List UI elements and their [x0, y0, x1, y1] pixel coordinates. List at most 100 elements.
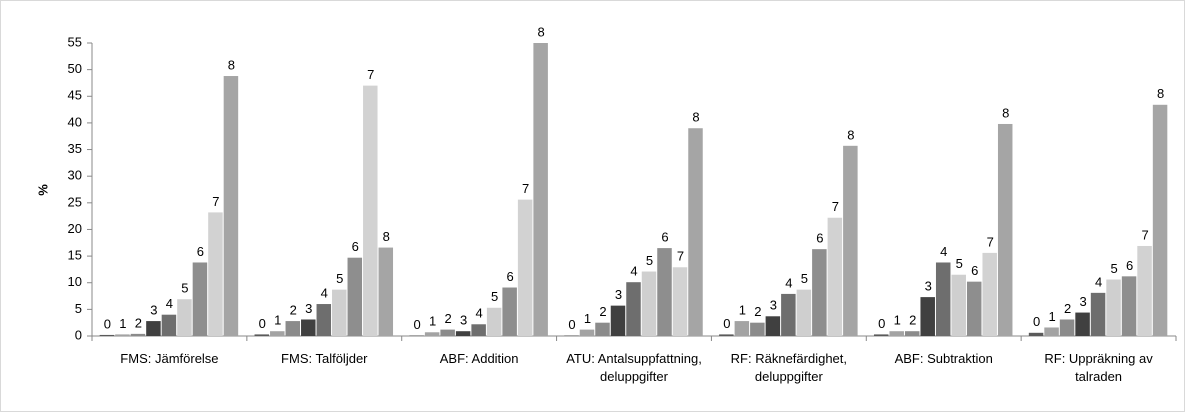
bar-label: 2 [754, 304, 761, 319]
y-tick-label: 30 [68, 168, 82, 183]
bar-label: 0 [1033, 314, 1040, 329]
bar [1137, 245, 1152, 336]
bar-label: 5 [1110, 261, 1117, 276]
bar [161, 314, 177, 336]
bar-label: 3 [460, 313, 467, 328]
bar [904, 331, 920, 336]
bar-label: 0 [414, 317, 421, 332]
bar [455, 331, 471, 336]
bar [533, 43, 548, 336]
bar-label: 7 [212, 194, 219, 209]
x-tick-label: ABF: Addition [439, 351, 519, 366]
bar [889, 331, 904, 336]
bar [332, 289, 347, 336]
bar [502, 287, 517, 336]
bar-label: 6 [816, 231, 823, 246]
bar-label: 8 [1157, 86, 1164, 101]
bar-label: 2 [1064, 301, 1071, 316]
bar-label: 4 [1095, 274, 1102, 289]
y-tick-label: 0 [75, 327, 82, 342]
bar-label: 4 [321, 285, 328, 300]
bar-label: 3 [150, 303, 157, 318]
bar [177, 299, 192, 336]
bar-label: 5 [801, 271, 808, 286]
bar-label: 1 [584, 311, 591, 326]
bar [517, 199, 533, 336]
bar [765, 316, 781, 336]
bar [130, 333, 146, 336]
bar [270, 331, 285, 336]
bar-label: 1 [894, 313, 901, 328]
bar-label: 8 [692, 110, 699, 125]
bar [1121, 276, 1137, 336]
y-tick-label: 15 [68, 248, 82, 263]
bar [1028, 332, 1044, 336]
y-tick-label: 50 [68, 61, 82, 76]
y-axis-label: % [35, 184, 50, 196]
x-tick-label: FMS: Jämförelse [120, 351, 219, 366]
bar-label: 7 [832, 199, 839, 214]
bar [579, 329, 595, 336]
bar [409, 335, 424, 336]
bar [378, 247, 394, 336]
x-tick-label: RF: Räknefärdighet, deluppgifter [730, 351, 848, 384]
bar [363, 85, 378, 336]
bar [951, 274, 966, 336]
bar-label: 4 [630, 264, 637, 279]
bar [796, 289, 812, 336]
bar [486, 307, 502, 336]
bar-label: 7 [522, 181, 529, 196]
bar-label: 6 [971, 263, 978, 278]
y-tick-label: 20 [68, 221, 82, 236]
bar [641, 271, 657, 336]
bar-label: 5 [181, 281, 188, 296]
bar [1106, 279, 1121, 336]
x-tick-label: ABF: Subtraktion [894, 351, 993, 366]
bar [750, 322, 765, 336]
bar-label: 7 [367, 67, 374, 82]
bar-label: 1 [739, 303, 746, 318]
bar [657, 248, 672, 336]
bar-label: 2 [135, 315, 142, 330]
bar [982, 252, 997, 336]
bar-label: 1 [274, 313, 281, 328]
bar [208, 212, 223, 336]
bar-label: 4 [476, 306, 483, 321]
bar [843, 145, 858, 336]
bar [99, 334, 115, 336]
bar [301, 319, 316, 336]
bar-label: 4 [940, 244, 947, 259]
bar-label: 1 [119, 316, 126, 331]
y-tick-label: 10 [68, 274, 82, 289]
bar [719, 334, 734, 336]
bar [873, 334, 889, 336]
bar [966, 281, 982, 336]
bar [254, 334, 270, 336]
y-tick-label: 55 [68, 34, 82, 49]
y-tick-label: 45 [68, 88, 82, 103]
bar-label: 0 [878, 316, 885, 331]
bar-label: 6 [352, 239, 359, 254]
x-tick-label: RF: Uppräkning av talraden [1044, 351, 1153, 384]
bar-label: 4 [166, 296, 173, 311]
bar [440, 329, 455, 336]
bar-label: 1 [1048, 309, 1055, 324]
bar-label: 7 [987, 234, 994, 249]
bar [285, 321, 301, 336]
bar-label: 6 [197, 244, 204, 259]
bar [935, 262, 951, 336]
bar-label: 0 [723, 316, 730, 331]
bar [688, 128, 703, 336]
bar-label: 7 [1141, 227, 1148, 242]
bar [347, 257, 363, 336]
bar [192, 262, 208, 336]
bar-label: 8 [1002, 105, 1009, 120]
x-tick-label: ATU: Antalsuppfattning, deluppgifter [566, 351, 702, 384]
y-tick-label: 40 [68, 114, 82, 129]
y-tick-label: 25 [68, 194, 82, 209]
bar [223, 76, 239, 337]
bar-label: 3 [925, 279, 932, 294]
bar-label: 7 [677, 249, 684, 264]
